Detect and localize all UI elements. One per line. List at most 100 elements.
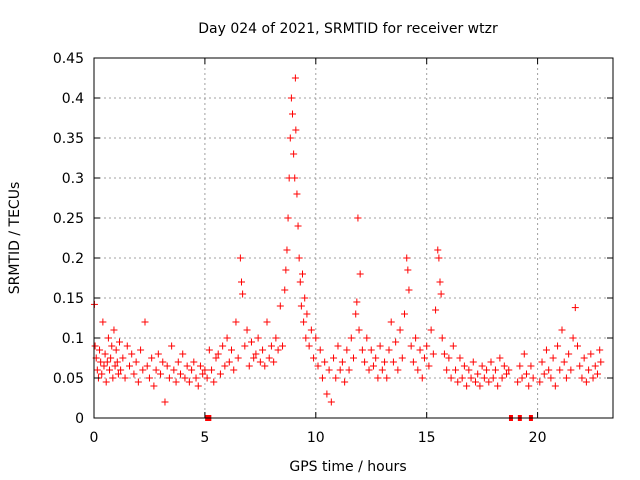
data-point: [456, 354, 464, 362]
data-point: [237, 278, 245, 286]
data-point: [132, 358, 140, 366]
x-tick-label: 0: [90, 430, 99, 446]
data-point: [316, 346, 324, 354]
axis-ticks: 0 0.05 0.1 0.15 0.2 0.25 0.3 0.35 0.4 0.45 0 5 10 15 2…: [53, 51, 613, 446]
data-point: [571, 304, 579, 312]
data-point: [103, 358, 111, 366]
x-tick-label: 10: [307, 430, 325, 446]
data-point: [565, 350, 573, 358]
data-point: [476, 382, 484, 390]
data-point: [445, 354, 453, 362]
data-point: [291, 74, 299, 82]
data-point: [520, 350, 528, 358]
data-point: [310, 354, 318, 362]
data-point: [354, 214, 362, 222]
data-point: [230, 366, 238, 374]
data-point: [387, 318, 395, 326]
data-point: [336, 366, 344, 374]
data-point: [99, 318, 107, 326]
data-point: [284, 214, 292, 222]
y-tick-label: 0.4: [62, 91, 84, 107]
data-point: [159, 358, 167, 366]
data-point: [369, 362, 377, 370]
data-point: [527, 362, 535, 370]
data-point: [416, 346, 424, 354]
data-point: [98, 370, 106, 378]
data-point: [389, 358, 397, 366]
y-tick-label: 0.3: [62, 171, 84, 187]
y-tick-label: 0.05: [53, 371, 84, 387]
data-point: [560, 358, 568, 366]
data-markers: [90, 74, 605, 406]
data-point: [463, 382, 471, 390]
grid-layer: [94, 58, 613, 418]
data-point: [174, 358, 182, 366]
data-point: [554, 342, 562, 350]
y-tick-label: 0.1: [62, 331, 84, 347]
data-point: [205, 346, 213, 354]
data-point: [545, 366, 553, 374]
data-point: [314, 362, 322, 370]
data-point: [409, 358, 417, 366]
data-point: [435, 254, 443, 262]
data-point: [465, 366, 473, 374]
data-point: [483, 366, 491, 374]
data-point: [243, 326, 251, 334]
chart-title: Day 024 of 2021, SRMTID for receiver wtz…: [198, 21, 498, 37]
data-point: [536, 378, 544, 386]
data-point: [265, 354, 273, 362]
data-point: [547, 374, 555, 382]
data-point: [458, 374, 466, 382]
data-point: [148, 354, 156, 362]
data-point: [283, 246, 291, 254]
data-point: [117, 366, 125, 374]
data-point: [576, 362, 584, 370]
data-point: [250, 354, 258, 362]
data-point: [358, 346, 366, 354]
data-point: [168, 342, 176, 350]
data-point: [91, 342, 99, 350]
data-point: [305, 342, 313, 350]
data-point: [423, 342, 431, 350]
data-point: [139, 366, 147, 374]
data-point: [365, 366, 373, 374]
data-point: [286, 134, 294, 142]
data-point: [128, 350, 136, 358]
data-point: [471, 378, 479, 386]
data-point: [170, 366, 178, 374]
data-point: [327, 398, 335, 406]
data-point: [487, 358, 495, 366]
data-point: [361, 358, 369, 366]
data-point: [216, 370, 224, 378]
data-point: [523, 370, 530, 378]
data-point: [540, 370, 548, 378]
y-tick-label: 0: [75, 411, 84, 427]
data-point: [332, 374, 340, 382]
data-point: [212, 354, 220, 362]
data-point: [301, 294, 309, 302]
data-point: [489, 374, 497, 382]
data-point: [334, 342, 342, 350]
data-point: [330, 354, 338, 362]
data-point: [582, 378, 590, 386]
data-point: [312, 334, 320, 342]
data-point: [374, 374, 382, 382]
data-point: [97, 358, 105, 366]
data-point: [201, 366, 209, 374]
data-point: [179, 350, 187, 358]
y-tick-label: 0.35: [53, 131, 84, 147]
data-point: [569, 334, 577, 342]
x-tick-label: 20: [529, 430, 547, 446]
data-point: [141, 318, 149, 326]
data-point: [558, 326, 566, 334]
data-point: [214, 350, 222, 358]
data-point: [252, 350, 260, 358]
data-point: [199, 370, 207, 378]
data-point: [516, 362, 524, 370]
data-point: [188, 366, 196, 374]
data-point: [104, 334, 112, 342]
data-point: [267, 342, 275, 350]
data-point: [190, 358, 198, 366]
data-point: [145, 374, 153, 382]
data-point: [203, 374, 211, 382]
